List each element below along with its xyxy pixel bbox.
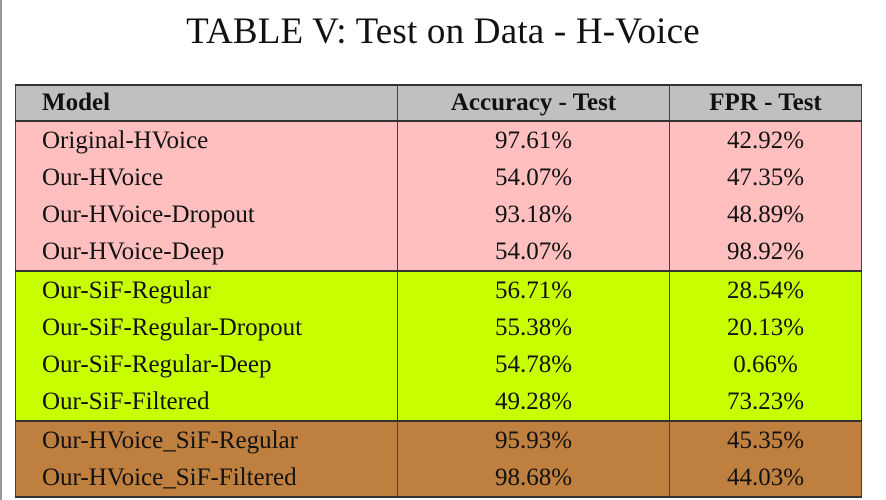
table-caption: TABLE V: Test on Data - H-Voice: [186, 11, 700, 52]
table-row: Our-HVoice_SiF-Regular 95.93% 45.35%: [15, 420, 862, 459]
table-row: Our-HVoice-Dropout 93.18% 48.89%: [15, 196, 862, 233]
header-model: Model: [15, 84, 398, 122]
cell-accuracy: 98.68%: [397, 459, 670, 498]
cell-accuracy: 49.28%: [397, 383, 670, 421]
cell-fpr: 48.89%: [669, 196, 862, 233]
cell-accuracy: 95.93%: [397, 420, 670, 459]
cell-model: Our-HVoice_SiF-Filtered: [15, 459, 398, 498]
cell-accuracy: 97.61%: [397, 120, 670, 159]
cell-model: Our-HVoice_SiF-Regular: [15, 420, 398, 459]
cell-accuracy: 55.38%: [397, 309, 670, 346]
table-row: Our-SiF-Filtered 49.28% 73.23%: [15, 383, 862, 421]
table-row: Our-HVoice 54.07% 47.35%: [15, 159, 862, 196]
table-row: Original-HVoice 97.61% 42.92%: [15, 120, 862, 159]
cell-accuracy: 54.07%: [397, 159, 670, 196]
table-row: Our-SiF-Regular-Dropout 55.38% 20.13%: [15, 309, 862, 346]
cell-model: Our-SiF-Regular-Deep: [15, 346, 398, 383]
results-table-container: Model Accuracy - Test FPR - Test Origina…: [15, 84, 862, 498]
table-row: Our-HVoice-Deep 54.07% 98.92%: [15, 233, 862, 271]
cell-fpr: 47.35%: [669, 159, 862, 196]
cell-fpr: 42.92%: [669, 120, 862, 159]
cell-accuracy: 54.78%: [397, 346, 670, 383]
cell-accuracy: 93.18%: [397, 196, 670, 233]
header-accuracy-test: Accuracy - Test: [397, 84, 670, 122]
cell-fpr: 0.66%: [669, 346, 862, 383]
cell-fpr: 20.13%: [669, 309, 862, 346]
cell-fpr: 28.54%: [669, 270, 862, 309]
cell-model: Our-SiF-Regular-Dropout: [15, 309, 398, 346]
table-header-row: Model Accuracy - Test FPR - Test: [15, 84, 862, 122]
cell-accuracy: 54.07%: [397, 233, 670, 271]
cell-model: Our-HVoice-Dropout: [15, 196, 398, 233]
cell-fpr: 98.92%: [669, 233, 862, 271]
cell-model: Our-HVoice-Deep: [15, 233, 398, 271]
cell-accuracy: 56.71%: [397, 270, 670, 309]
cell-model: Original-HVoice: [15, 120, 398, 159]
table-row: Our-SiF-Regular-Deep 54.78% 0.66%: [15, 346, 862, 383]
cell-fpr: 73.23%: [669, 383, 862, 421]
table-row: Our-HVoice_SiF-Filtered 98.68% 44.03%: [15, 459, 862, 498]
cell-fpr: 44.03%: [669, 459, 862, 498]
table-row: Our-SiF-Regular 56.71% 28.54%: [15, 270, 862, 309]
page-edge: [0, 0, 2, 500]
cell-fpr: 45.35%: [669, 420, 862, 459]
results-table: Model Accuracy - Test FPR - Test Origina…: [15, 84, 862, 498]
cell-model: Our-HVoice: [15, 159, 398, 196]
cell-model: Our-SiF-Regular: [15, 270, 398, 309]
cell-model: Our-SiF-Filtered: [15, 383, 398, 421]
header-fpr-test: FPR - Test: [669, 84, 862, 122]
